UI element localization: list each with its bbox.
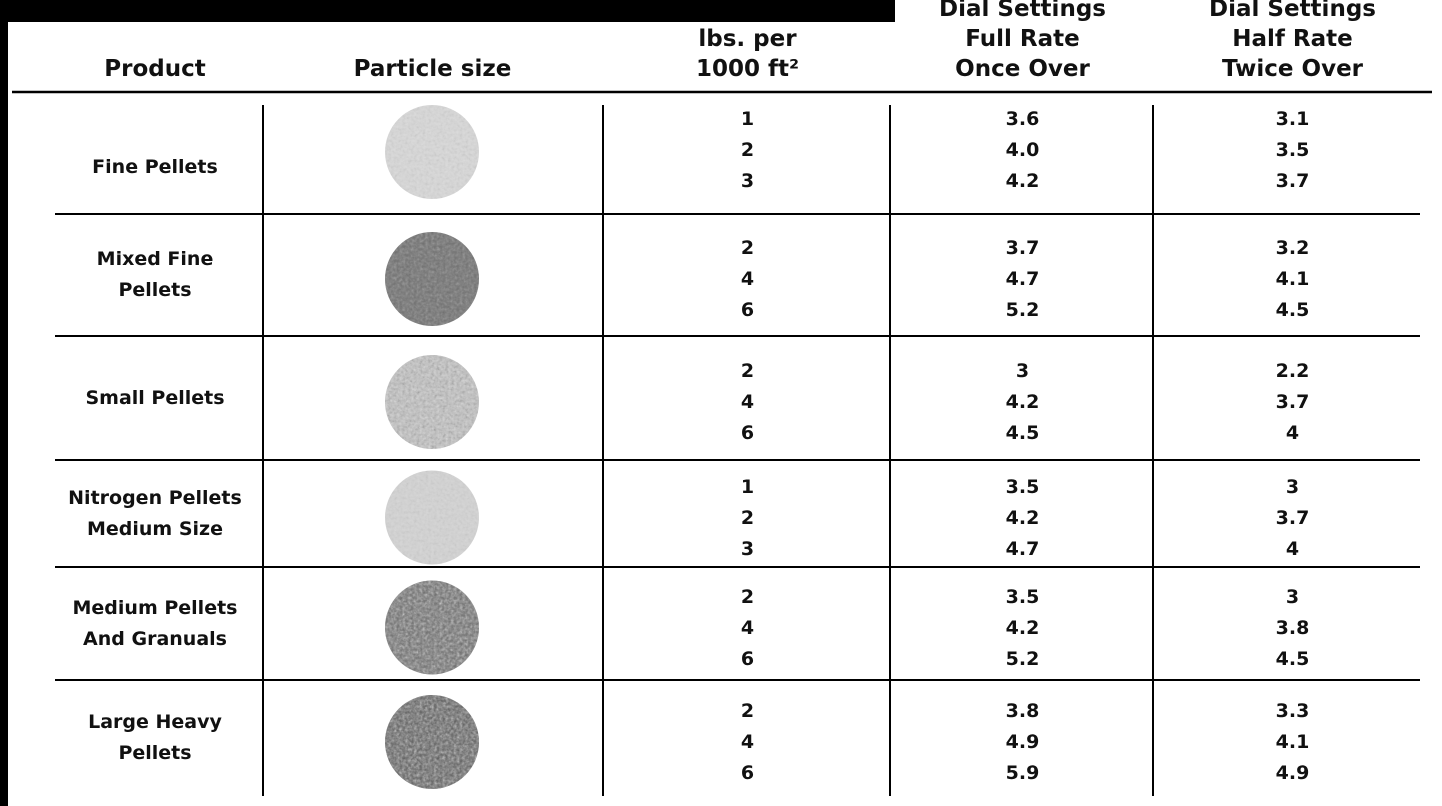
- value-full: 4.7: [900, 534, 1145, 565]
- value-half: 3.7: [1160, 387, 1425, 418]
- value-lbs: 2: [620, 582, 875, 613]
- product-name: Small Pellets: [40, 383, 270, 414]
- value-lbs: 6: [620, 418, 875, 449]
- particle-grain: [385, 232, 479, 326]
- value-lbs: 2: [620, 696, 875, 727]
- title-bar: [0, 0, 895, 22]
- page: Product Particle size lbs. per1000 ft² Dial…: [0, 0, 1442, 806]
- product-name: And Granuals: [40, 624, 270, 655]
- value-lbs: 6: [620, 644, 875, 675]
- header-text: lbs. per: [620, 24, 875, 54]
- value-full: 3.5: [900, 472, 1145, 503]
- value-lbs: 6: [620, 295, 875, 326]
- particle-grain: [385, 581, 479, 675]
- product-name: Medium Pellets: [40, 593, 270, 624]
- header-text: Dial Settings: [1160, 0, 1425, 24]
- value-half: 4.1: [1160, 727, 1425, 758]
- particle-swatch: [385, 355, 479, 449]
- header-text: Half Rate: [1160, 24, 1425, 54]
- value-full: 3.7: [900, 233, 1145, 264]
- particle-grain: [385, 355, 479, 449]
- value-full: 4.2: [900, 387, 1145, 418]
- header-text: Full Rate: [900, 24, 1145, 54]
- product-name: Nitrogen Pellets: [40, 483, 270, 514]
- value-lbs: 3: [620, 166, 875, 197]
- value-full: 5.9: [900, 758, 1145, 789]
- value-full: 4.2: [900, 166, 1145, 197]
- value-full: 3.6: [900, 104, 1145, 135]
- value-half: 4.5: [1160, 644, 1425, 675]
- product-name: Pellets: [40, 738, 270, 769]
- value-full: 3.5: [900, 582, 1145, 613]
- value-full: 4.5: [900, 418, 1145, 449]
- product-name: Mixed Fine: [40, 244, 270, 275]
- value-full: 4.2: [900, 613, 1145, 644]
- particle-swatch: [385, 232, 479, 326]
- value-half: 3: [1160, 582, 1425, 613]
- header-text: Particle size: [290, 54, 575, 84]
- value-lbs: 4: [620, 613, 875, 644]
- header-text: Dial Settings: [900, 0, 1145, 24]
- value-half: 3.7: [1160, 166, 1425, 197]
- value-half: 4.9: [1160, 758, 1425, 789]
- value-full: 3: [900, 356, 1145, 387]
- value-half: 3.1: [1160, 104, 1425, 135]
- left-border: [0, 0, 8, 806]
- value-lbs: 2: [620, 233, 875, 264]
- value-half: 4.5: [1160, 295, 1425, 326]
- value-lbs: 3: [620, 534, 875, 565]
- value-half: 3: [1160, 472, 1425, 503]
- header-text: Once Over: [900, 54, 1145, 84]
- value-lbs: 6: [620, 758, 875, 789]
- particle-swatch: [385, 105, 479, 199]
- value-half: 3.7: [1160, 503, 1425, 534]
- value-half: 3.8: [1160, 613, 1425, 644]
- value-lbs: 2: [620, 503, 875, 534]
- particle-grain: [385, 105, 479, 199]
- value-lbs: 4: [620, 387, 875, 418]
- product-name: Medium Size: [40, 514, 270, 545]
- product-name: Pellets: [40, 275, 270, 306]
- value-full: 4.2: [900, 503, 1145, 534]
- header-text: Product: [40, 54, 270, 84]
- particle-swatch: [385, 581, 479, 675]
- product-name: Fine Pellets: [40, 152, 270, 183]
- value-half: 2.2: [1160, 356, 1425, 387]
- value-lbs: 1: [620, 472, 875, 503]
- header-text: 1000 ft²: [620, 54, 875, 84]
- particle-grain: [385, 471, 479, 565]
- product-name: Large Heavy: [40, 707, 270, 738]
- particle-swatch: [385, 471, 479, 565]
- header-text: Twice Over: [1160, 54, 1425, 84]
- value-full: 4.0: [900, 135, 1145, 166]
- particle-swatch: [385, 695, 479, 789]
- value-full: 4.7: [900, 264, 1145, 295]
- value-lbs: 4: [620, 727, 875, 758]
- value-full: 4.9: [900, 727, 1145, 758]
- value-half: 4: [1160, 418, 1425, 449]
- value-lbs: 4: [620, 264, 875, 295]
- value-half: 3.3: [1160, 696, 1425, 727]
- particle-grain: [385, 695, 479, 789]
- value-half: 3.5: [1160, 135, 1425, 166]
- value-lbs: 2: [620, 135, 875, 166]
- value-full: 5.2: [900, 644, 1145, 675]
- value-lbs: 2: [620, 356, 875, 387]
- value-half: 4.1: [1160, 264, 1425, 295]
- value-full: 5.2: [900, 295, 1145, 326]
- value-lbs: 1: [620, 104, 875, 135]
- value-full: 3.8: [900, 696, 1145, 727]
- value-half: 3.2: [1160, 233, 1425, 264]
- value-half: 4: [1160, 534, 1425, 565]
